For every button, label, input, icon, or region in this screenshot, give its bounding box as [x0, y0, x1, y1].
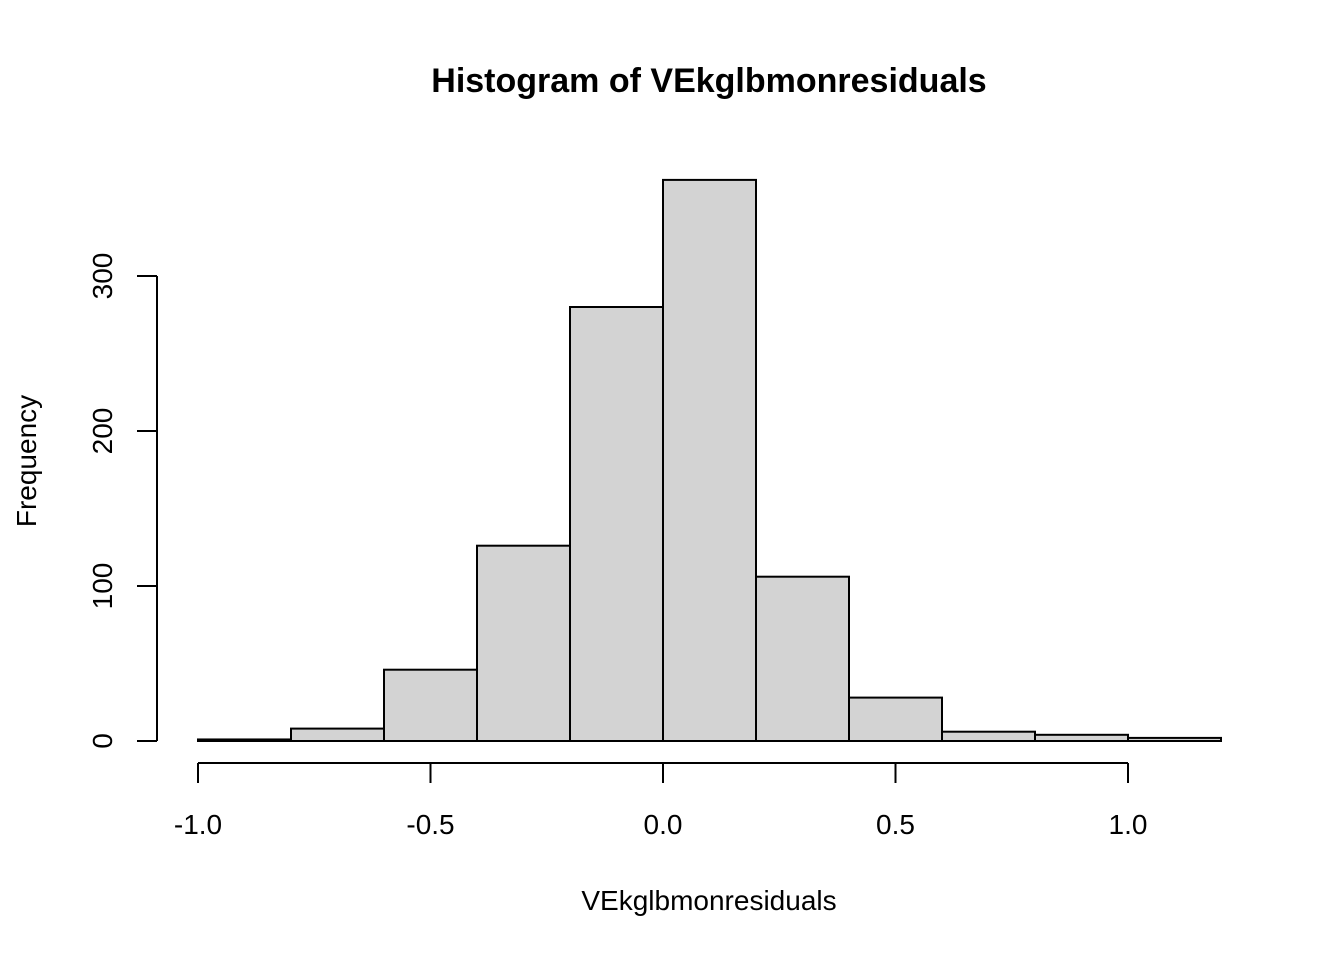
y-tick-label-3: 300 — [87, 253, 118, 300]
x-axis: -1.0 -0.5 0.0 0.5 1.0 — [174, 762, 1148, 840]
x-tick-label-3: 0.5 — [876, 809, 915, 840]
x-tick-label-1: -0.5 — [406, 809, 454, 840]
x-tick-label-0: -1.0 — [174, 809, 222, 840]
histogram-bars — [197, 178, 1222, 743]
histogram-bar-1 — [290, 727, 385, 742]
histogram-bar-8 — [941, 730, 1036, 743]
histogram-bar-5 — [662, 178, 757, 742]
y-tick-label-0: 0 — [87, 733, 118, 749]
y-tick-label-2: 200 — [87, 408, 118, 455]
x-tick-label-4: 1.0 — [1109, 809, 1148, 840]
histogram-bar-7 — [848, 696, 943, 742]
chart-title: Histogram of VEkglbmonresiduals — [431, 62, 986, 100]
x-tick-label-2: 0.0 — [644, 809, 683, 840]
histogram-bar-9 — [1034, 733, 1129, 742]
histogram-bar-0 — [197, 738, 292, 743]
histogram-bar-6 — [755, 575, 850, 743]
x-axis-label: VEkglbmonresiduals — [581, 885, 836, 916]
histogram-bar-4 — [569, 306, 664, 742]
histogram-bar-2 — [383, 668, 478, 743]
histogram-bar-10 — [1127, 736, 1222, 743]
y-axis: 0 100 200 300 — [87, 253, 158, 749]
y-tick-label-1: 100 — [87, 563, 118, 610]
histogram-bar-3 — [476, 544, 571, 743]
y-axis-label: Frequency — [11, 395, 42, 527]
